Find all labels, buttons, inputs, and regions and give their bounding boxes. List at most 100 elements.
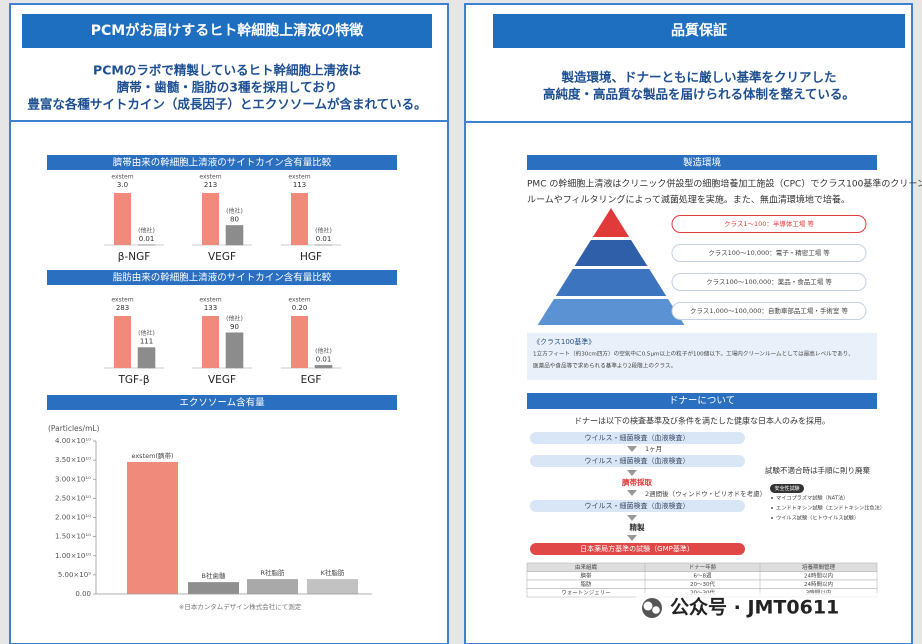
level-label: クラス100～10,000：電子・精密工場 等 — [708, 248, 830, 257]
section-title: 製造環境 — [683, 157, 722, 169]
bar — [188, 582, 239, 594]
category-label: R社脂肪 — [260, 568, 285, 577]
bar — [202, 316, 219, 368]
bar — [291, 316, 308, 368]
value-label: 0.01 — [316, 355, 332, 363]
bullet — [771, 507, 773, 509]
right-header: 品質保証 — [671, 22, 727, 39]
chart-note: ※日本カンタムデザイン株式会社にて測定 — [179, 602, 302, 611]
bar — [127, 462, 178, 594]
value-label: 80 — [230, 215, 239, 223]
donor-lead: ドナーは以下の検査基準及び条件を満たした健康な日本人のみを採用。 — [574, 416, 830, 426]
level-box — [671, 273, 867, 291]
value-label: 0.20 — [292, 304, 308, 312]
value-label: 0.01 — [139, 235, 155, 243]
bar — [225, 332, 244, 369]
left-page — [9, 3, 449, 644]
section-bar — [47, 155, 397, 170]
side-note: 試験不適合時は手順に則り廃棄 — [765, 465, 870, 475]
flow-final-text: 日本薬局方基準の試験（GMP基準） — [580, 544, 694, 553]
value-label: 3.0 — [117, 181, 128, 189]
bar — [225, 225, 244, 246]
level-label: クラス1,000～100,000：自動車部品工場・手術室 等 — [690, 306, 848, 315]
category-label: B社歯髄 — [202, 571, 226, 580]
bar — [114, 193, 131, 245]
flow-step — [530, 432, 745, 444]
safety-item: エンドトキシン試験（エンドトキシン比色法） — [776, 504, 885, 512]
value-label: 0.01 — [316, 235, 332, 243]
flow-step-text: ウイルス・細菌検査（血液検査） — [585, 433, 690, 442]
table-cell: 臍帯 — [580, 571, 592, 579]
level-box — [671, 244, 867, 262]
y-tick-label: 4.00×10¹⁰ — [55, 437, 91, 445]
bar — [247, 579, 298, 594]
group-name: β-NGF — [118, 251, 151, 263]
left-intro: 豊富な各種サイトカイン（成長因子）とエクソソームが含まれている。 — [27, 97, 426, 112]
value-label: 113 — [293, 181, 306, 189]
table-cell: 3時間以内 — [806, 588, 832, 596]
bar — [307, 579, 358, 594]
group-name: TGF-β — [117, 374, 149, 386]
pyramid-layer — [574, 240, 648, 266]
flow-step-text: ウイルス・細菌検査（血液検査） — [585, 456, 690, 465]
value-label: 213 — [204, 181, 217, 189]
flow-step — [530, 455, 745, 467]
flow-event: 臍帯採取 — [622, 477, 652, 487]
safety-item: マイコプラズマ試験（NAT法） — [776, 494, 848, 502]
section-title: エクソソーム含有量 — [179, 397, 265, 409]
group-name: EGF — [301, 374, 322, 386]
y-tick-label: 2.00×10¹⁰ — [55, 514, 91, 522]
series-label: (他社) — [138, 329, 155, 337]
level-label: クラス1～100：半導体工場 等 — [724, 219, 814, 228]
arrow — [627, 535, 637, 541]
table-cell: 培養期間管理 — [802, 563, 836, 571]
right-header-bar — [493, 14, 905, 48]
info-box — [527, 333, 877, 380]
value-label: 283 — [116, 304, 129, 312]
bullet — [771, 497, 773, 499]
table-cell: 20～30代 — [690, 588, 715, 596]
section-bar — [527, 393, 877, 409]
right-intro: 高純度・高品質な製品を届けられる体制を整えている。 — [543, 87, 855, 102]
watermark-icon — [643, 601, 653, 611]
series-label: (他社) — [226, 314, 243, 322]
paragraph: ルームやフィルタリングによって滅菌処理を実施。また、無血清環境地で培養。 — [527, 194, 850, 206]
box-title: 《クラス100基準》 — [533, 337, 595, 346]
level-box — [671, 302, 867, 320]
y-tick-label: 1.50×10¹⁰ — [55, 533, 91, 541]
bullet — [771, 517, 773, 519]
y-tick-label: 3.00×10¹⁰ — [55, 475, 91, 483]
value-label: 90 — [230, 323, 239, 331]
y-tick-label: 2.50×10¹⁰ — [55, 494, 91, 502]
value-label: 111 — [140, 338, 153, 346]
series-label: (他社) — [138, 226, 155, 234]
table-cell: 24時間以内 — [804, 580, 833, 588]
bar — [291, 193, 308, 245]
table-cell: 24時間以内 — [804, 571, 833, 579]
bar — [202, 193, 219, 245]
y-tick-label: 5.00×10⁹ — [58, 571, 91, 579]
watermark-icon — [652, 606, 660, 614]
watermark-backdrop — [636, 593, 904, 623]
arrow — [627, 470, 637, 476]
left-header: PCMがお届けするヒト幹細胞上清液の特徴 — [91, 22, 364, 39]
pyramid-layer — [592, 208, 630, 237]
series-label: (他社) — [226, 207, 243, 215]
section-title: 脂肪由来の幹細胞上清液のサイトカイン含有量比較 — [113, 272, 332, 284]
arrow — [627, 515, 637, 521]
y-tick-label: 0.00 — [75, 590, 91, 598]
box-text: 医薬品や食品等で求められる基準より2段階上のクラス。 — [533, 362, 676, 370]
left-intro: 臍帯・歯髄・脂肪の3種を採用しており — [117, 80, 337, 95]
flow-step-text: ウイルス・細菌検査（血液検査） — [585, 501, 690, 510]
series-label: exstem — [111, 174, 133, 181]
section-bar — [47, 270, 397, 285]
flow-event: 精製 — [630, 522, 645, 532]
category-label: K社脂肪 — [321, 568, 345, 577]
table-cell: 6～8週 — [694, 571, 712, 579]
left-charts: exstem3.0(他社)0.01β-NGFexstem213(他社)80VEG… — [55, 174, 372, 598]
arrow — [627, 490, 637, 496]
category-label: exstem(臍帯) — [131, 451, 173, 460]
